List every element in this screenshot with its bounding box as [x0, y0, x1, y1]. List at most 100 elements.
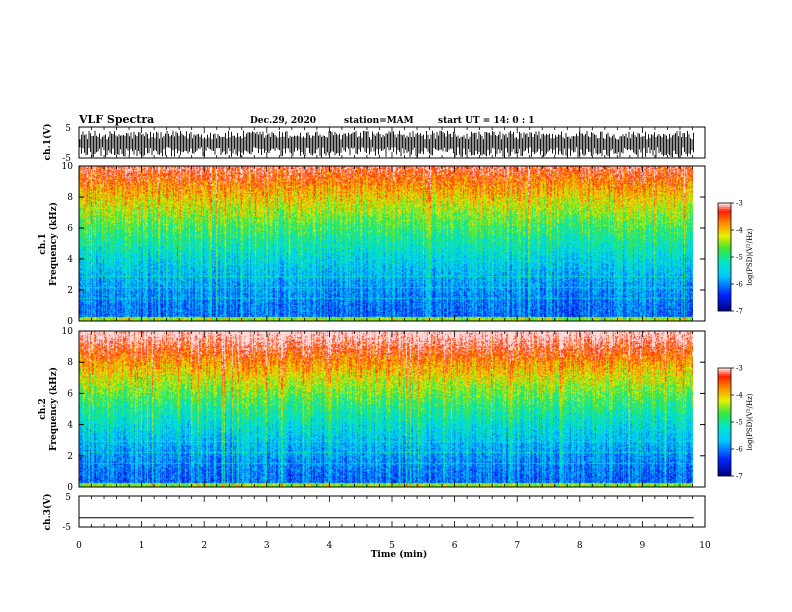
ch2-colorbar-ticks: -3 -4 -5 -6 -7 — [731, 365, 743, 481]
x-tick-label-0: 0 — [76, 541, 82, 551]
colorbar-swatch — [718, 368, 731, 371]
colorbar-tick-label: -3 — [736, 365, 743, 373]
ch1-colorbar-gradient — [718, 203, 731, 312]
ch3-waveform-ylabel: ch.3(V) — [42, 494, 53, 531]
ch2-spec-ytick-label-0: 0 — [67, 483, 73, 493]
x-axis-ticks — [78, 127, 706, 527]
colorbar-swatch — [718, 398, 731, 401]
ch1-spec-ytick-label-2: 4 — [67, 255, 73, 265]
colorbar-swatch — [718, 307, 731, 310]
x-tick-label-8: 8 — [577, 541, 583, 551]
x-tick-label-6: 6 — [452, 541, 458, 551]
colorbar-swatch — [718, 205, 731, 208]
colorbar-swatch — [718, 285, 731, 288]
colorbar-swatch — [718, 227, 731, 230]
ch2-spec-ytick-label-5: 10 — [62, 327, 74, 337]
colorbar-swatch — [718, 275, 731, 278]
colorbar-swatch — [718, 386, 731, 389]
ch1-ytick-bottom: -5 — [62, 154, 71, 164]
colorbar-swatch — [718, 207, 731, 210]
ch1-spectrogram-panel: 0 2 4 6 8 10 ch.1 Frequency (kHz) — [38, 162, 706, 327]
ch2-spectrogram-image — [79, 331, 693, 487]
colorbar-swatch — [718, 243, 731, 246]
colorbar-swatch — [718, 474, 731, 477]
ch3-ytick-top: 5 — [65, 493, 71, 503]
ch1-spectrogram-ylabel-2: Frequency (kHz) — [48, 202, 59, 286]
ch2-spec-ytick-label-3: 6 — [67, 389, 73, 399]
colorbar-swatch — [718, 269, 731, 272]
colorbar-tick-label: -3 — [736, 200, 743, 208]
colorbar-swatch — [718, 289, 731, 292]
colorbar-swatch — [718, 273, 731, 276]
colorbar-swatch — [718, 420, 731, 423]
colorbar-swatch — [718, 372, 731, 375]
ch2-spectrogram-yticks: 0 2 4 6 8 10 — [62, 327, 705, 493]
colorbar-swatch — [718, 215, 731, 218]
colorbar-swatch — [718, 416, 731, 419]
colorbar-swatch — [718, 263, 731, 266]
colorbar-swatch — [718, 259, 731, 262]
colorbar-swatch — [718, 271, 731, 274]
ch1-colorbar-ticks: -3 -4 -5 -6 -7 — [731, 200, 743, 316]
colorbar-swatch — [718, 468, 731, 471]
colorbar-swatch — [718, 255, 731, 258]
colorbar-swatch — [718, 472, 731, 475]
colorbar-swatch — [718, 265, 731, 268]
colorbar-swatch — [718, 247, 731, 250]
ch1-spec-ytick-label-1: 2 — [67, 286, 73, 296]
x-tick-label-4: 4 — [327, 541, 333, 551]
colorbar-swatch — [718, 394, 731, 397]
colorbar-swatch — [718, 440, 731, 443]
x-axis-label: Time (min) — [371, 549, 428, 560]
colorbar-swatch — [718, 229, 731, 232]
colorbar-swatch — [718, 382, 731, 385]
colorbar-swatch — [718, 452, 731, 455]
ch2-spec-ytick-label-4: 8 — [67, 358, 73, 368]
colorbar-swatch — [718, 299, 731, 302]
colorbar-swatch — [718, 456, 731, 459]
x-axis-tick-labels: 0 1 2 3 4 5 6 7 8 9 10 — [76, 541, 711, 551]
colorbar-swatch — [718, 281, 731, 284]
colorbar-swatch — [718, 231, 731, 234]
colorbar-tick-label: -5 — [736, 254, 743, 262]
ch2-colorbar-label: log(PSD)(V²/Hz) — [746, 393, 754, 450]
colorbar-swatch — [718, 428, 731, 431]
colorbar-swatch — [718, 414, 731, 417]
colorbar-swatch — [718, 225, 731, 228]
colorbar-swatch — [718, 396, 731, 399]
colorbar-swatch — [718, 410, 731, 413]
colorbar-swatch — [718, 213, 731, 216]
colorbar-swatch — [718, 261, 731, 264]
colorbar-swatch — [718, 233, 731, 236]
colorbar-swatch — [718, 301, 731, 304]
ch2-spec-ytick-label-1: 2 — [67, 452, 73, 462]
colorbar-swatch — [718, 249, 731, 252]
ch1-spec-ytick-label-3: 6 — [67, 224, 73, 234]
colorbar-swatch — [718, 408, 731, 411]
colorbar-swatch — [718, 291, 731, 294]
colorbar-tick-label: -6 — [736, 446, 743, 454]
ch1-spec-ytick-label-4: 8 — [67, 193, 73, 203]
colorbar-swatch — [718, 442, 731, 445]
colorbar-swatch — [718, 374, 731, 377]
ch1-spectrogram-yticks: 0 2 4 6 8 10 — [62, 162, 705, 327]
colorbar-swatch — [718, 279, 731, 282]
colorbar-swatch — [718, 267, 731, 270]
x-tick-label-3: 3 — [264, 541, 270, 551]
ch1-spec-ytick-label-0: 0 — [67, 317, 73, 327]
colorbar-swatch — [718, 253, 731, 256]
colorbar-swatch — [718, 436, 731, 439]
ch1-spectrogram-ylabel-1: ch.1 — [38, 233, 48, 254]
colorbar-swatch — [718, 203, 731, 206]
ch2-colorbar: -3 -4 -5 -6 -7 log(PSD)(V²/Hz) — [717, 365, 754, 481]
ch1-spectrogram-image — [79, 166, 693, 321]
colorbar-swatch — [718, 390, 731, 393]
x-tick-label-5: 5 — [389, 541, 395, 551]
colorbar-swatch — [718, 392, 731, 395]
x-tick-label-9: 9 — [640, 541, 646, 551]
colorbar-tick-label: -5 — [736, 419, 743, 427]
ch2-colorbar-gradient — [718, 368, 731, 477]
colorbar-swatch — [718, 418, 731, 421]
colorbar-swatch — [718, 460, 731, 463]
colorbar-swatch — [718, 295, 731, 298]
